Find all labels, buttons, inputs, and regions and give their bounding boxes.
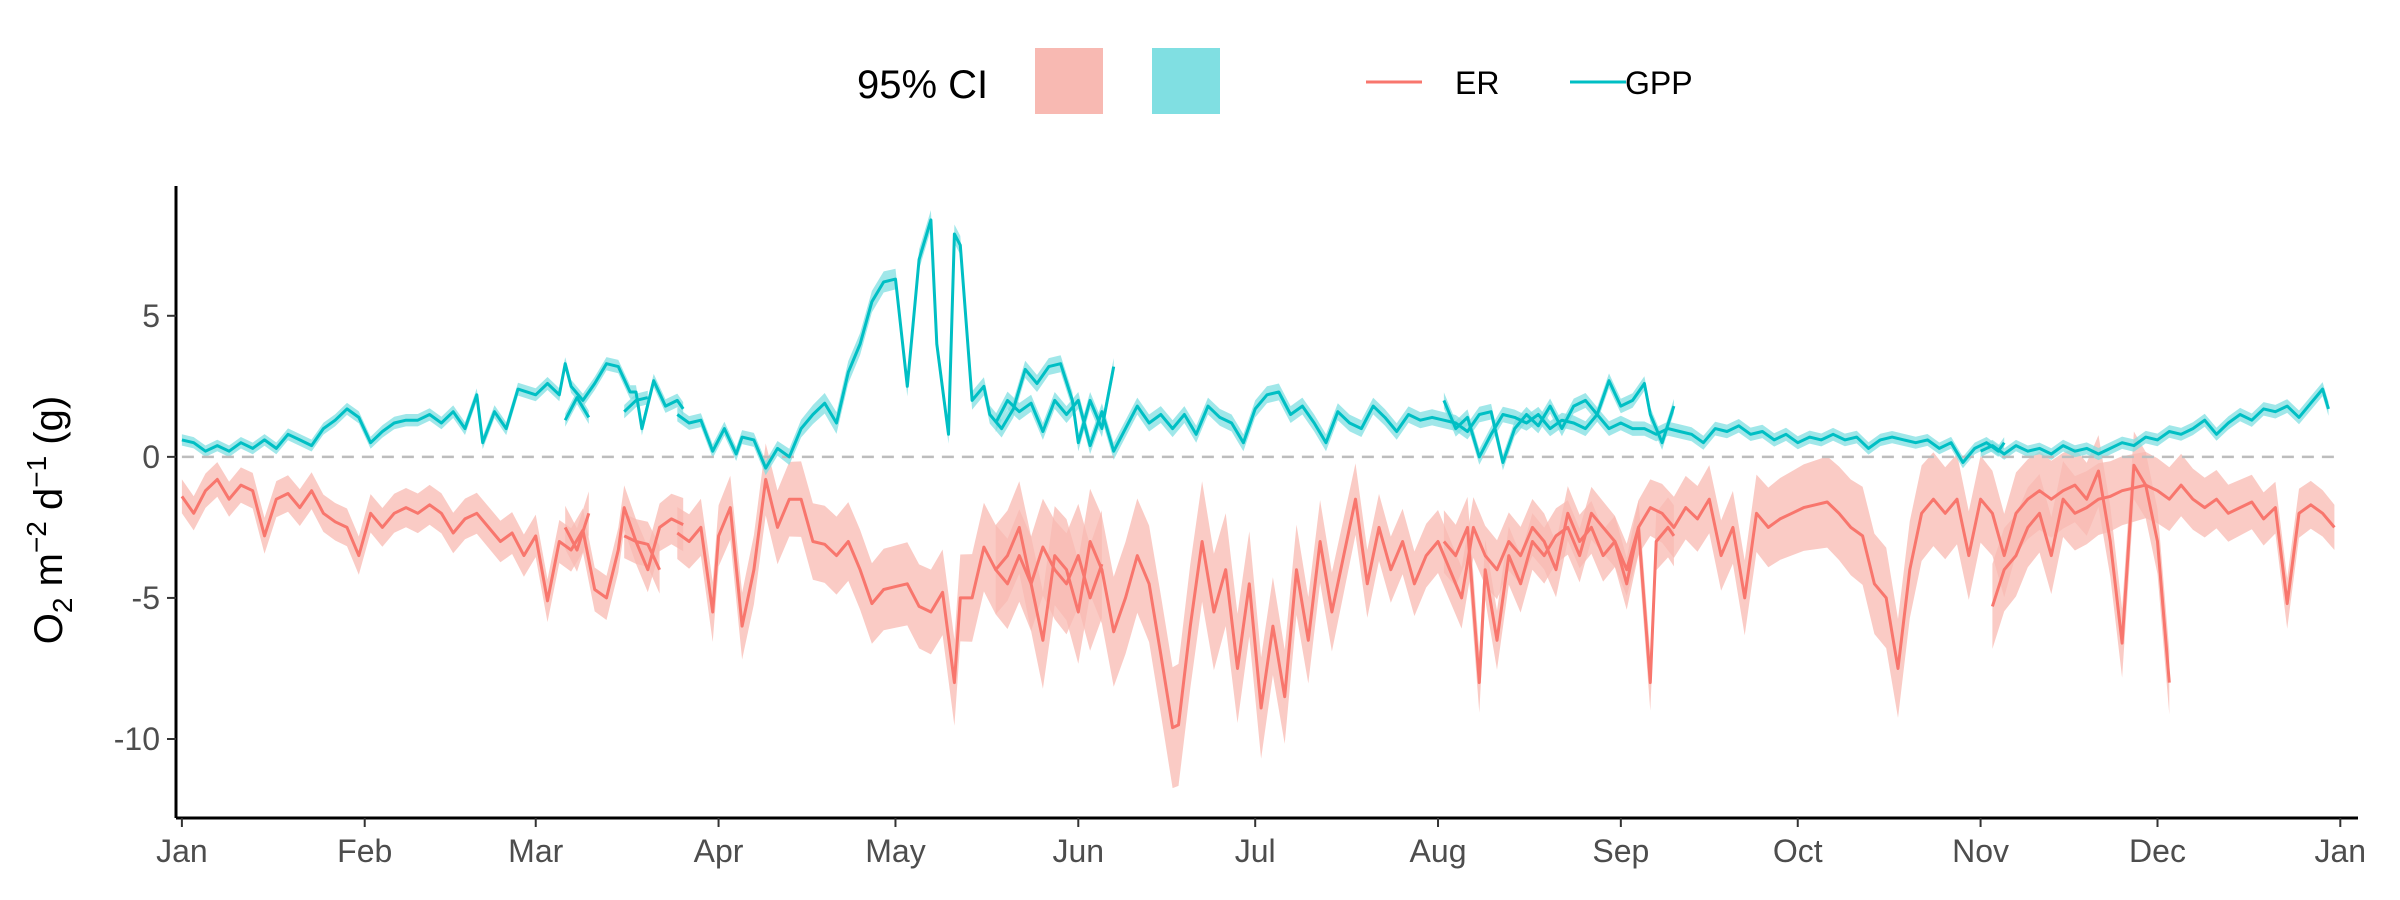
gpp-line-0 xyxy=(181,362,685,453)
x-tick-label-2: Mar xyxy=(508,833,563,869)
er-ci-band-6 xyxy=(1992,451,2335,649)
y-tick-label-1: 0 xyxy=(142,439,160,475)
legend-er-label: ER xyxy=(1455,65,1499,101)
er-ci-band-1 xyxy=(565,491,589,572)
y-axis: 5 0 -5 -10 xyxy=(114,186,178,818)
er-line-5 xyxy=(1442,463,2171,685)
y-tick-label-3: -10 xyxy=(114,721,160,757)
x-tick-label-11: Dec xyxy=(2129,833,2186,869)
y-tick-label-0: 5 xyxy=(142,298,160,334)
er-line-3 xyxy=(676,477,1104,685)
gpp-line-6 xyxy=(1979,387,2330,456)
x-tick-label-4: May xyxy=(865,833,925,869)
legend-ci-swatch-er xyxy=(1035,48,1103,114)
gpp-ci-band-6 xyxy=(1980,382,2329,461)
x-tick-label-9: Oct xyxy=(1773,833,1823,869)
gpp-line-1 xyxy=(563,396,591,421)
legend-gpp-label: GPP xyxy=(1625,65,1693,101)
gpp-ci-band-3 xyxy=(677,210,1114,476)
x-tick-label-6: Jul xyxy=(1235,833,1276,869)
er-line-2 xyxy=(623,534,661,571)
legend-ci-swatch-gpp xyxy=(1152,48,1220,114)
x-tick-label-8: Sep xyxy=(1592,833,1649,869)
gpp-line-5 xyxy=(1442,399,2006,464)
plot-area xyxy=(180,210,2336,789)
er-line-0 xyxy=(180,477,684,603)
er-line-4 xyxy=(994,497,1676,730)
x-tick-label-3: Apr xyxy=(694,833,744,869)
x-axis: Jan Feb Mar Apr May Jun Jul Aug Sep Oct Nov Dec Jan xyxy=(156,816,2367,869)
er-ci-band-5 xyxy=(1443,431,2170,718)
er-line-1 xyxy=(563,512,591,552)
y-tick-label-2: -5 xyxy=(132,580,160,616)
x-tick-label-10: Nov xyxy=(1952,833,2009,869)
er-ci-band-4 xyxy=(995,463,1674,789)
gpp-ci-band-0 xyxy=(181,357,684,457)
x-tick-label-12: Jan xyxy=(2315,833,2367,869)
legend-ci-title: 95% CI xyxy=(857,63,988,107)
ci-bands xyxy=(181,210,2335,789)
series-lines xyxy=(180,218,2336,730)
x-tick-label-1: Feb xyxy=(337,833,392,869)
er-line-6 xyxy=(1990,483,2336,607)
y-axis-title: O2 m−2 d−1 (g) xyxy=(21,396,78,644)
legend: 95% CI ER GPP xyxy=(857,48,1693,114)
gpp-line-2 xyxy=(623,396,649,413)
er-ci-band-0 xyxy=(181,462,684,623)
x-tick-label-0: Jan xyxy=(156,833,208,869)
x-tick-label-7: Aug xyxy=(1410,833,1467,869)
x-tick-label-5: Jun xyxy=(1052,833,1104,869)
gpp-line-3 xyxy=(676,218,1116,470)
